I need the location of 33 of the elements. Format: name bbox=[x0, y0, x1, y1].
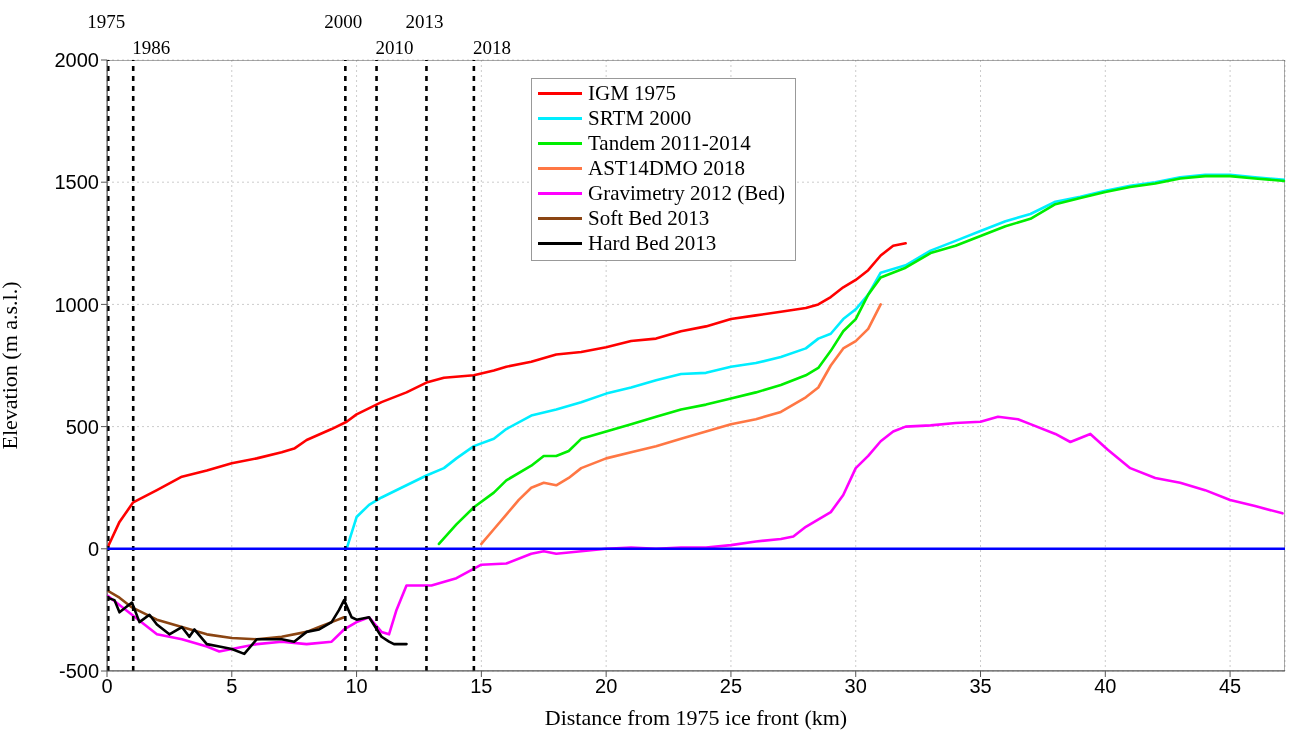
line-series bbox=[480, 303, 882, 546]
legend-label: Tandem 2011-2014 bbox=[588, 131, 751, 156]
legend-label: SRTM 2000 bbox=[588, 106, 692, 131]
x-tick-label: 15 bbox=[470, 675, 493, 698]
y-tick-label: 1500 bbox=[54, 171, 99, 194]
x-tick-label: 0 bbox=[101, 675, 113, 698]
x-tick-label: 25 bbox=[719, 675, 743, 698]
annotation: 2013 bbox=[405, 11, 444, 32]
annotation: 2010 bbox=[375, 37, 414, 58]
y-axis-title: Elevation (m a.s.l.) bbox=[0, 281, 22, 450]
x-axis-title: Distance from 1975 ice front (km) bbox=[544, 705, 848, 730]
x-tick-label: 5 bbox=[226, 675, 238, 698]
legend-label: Soft Bed 2013 bbox=[588, 206, 710, 231]
legend-label: Hard Bed 2013 bbox=[588, 231, 717, 256]
annotation: 2000 bbox=[324, 11, 363, 32]
annotation: 1986 bbox=[132, 37, 171, 58]
x-tick-label: 40 bbox=[1094, 675, 1117, 698]
y-tick-label: 500 bbox=[65, 415, 99, 438]
legend-label: IGM 1975 bbox=[588, 81, 677, 106]
x-tick-label: 45 bbox=[1218, 675, 1242, 698]
x-tick-label: 35 bbox=[969, 675, 992, 698]
x-tick-label: 10 bbox=[345, 675, 368, 698]
y-tick-label: 1000 bbox=[54, 293, 99, 316]
x-tick-label: 20 bbox=[595, 675, 618, 698]
legend-label: Gravimetry 2012 (Bed) bbox=[588, 181, 786, 206]
x-tick-label: 30 bbox=[844, 675, 867, 698]
annotation: 2018 bbox=[472, 37, 511, 58]
legend-label: AST14DMO 2018 bbox=[588, 156, 745, 181]
y-tick-label: 0 bbox=[87, 537, 99, 560]
annotation: 1975 bbox=[87, 11, 126, 32]
y-tick-label: -500 bbox=[58, 660, 99, 683]
y-tick-label: 2000 bbox=[54, 49, 99, 72]
line-series bbox=[107, 415, 1284, 653]
